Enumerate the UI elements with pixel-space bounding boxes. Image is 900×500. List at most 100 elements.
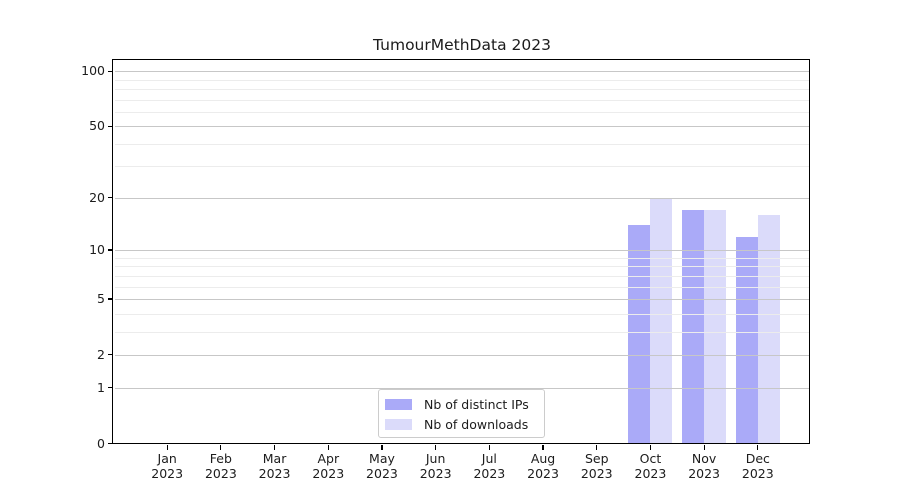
- plot-axes-frame: [112, 58, 810, 444]
- gridline-y-minor-60: [114, 111, 810, 113]
- gridline-y-minor-90: [114, 79, 810, 81]
- y-tick-label-50: 50: [89, 118, 105, 134]
- x-tick-year-oct: 2023: [634, 466, 667, 481]
- x-tick-jan: [166, 445, 168, 450]
- y-tick-label-20: 20: [89, 189, 105, 205]
- x-tick-jun: [435, 445, 437, 450]
- y-tick-50: [108, 125, 113, 127]
- legend-entry-downloads: Nb of downloads: [385, 414, 535, 434]
- bar-nb-of-downloads-oct-2023: [650, 197, 673, 444]
- x-tick-label-jul-2023: Jul 2023: [457, 451, 521, 482]
- x-tick-label-sep-2023: Sep 2023: [565, 451, 629, 482]
- legend-swatch-downloads-icon: [385, 418, 412, 430]
- x-tick-year-aug: 2023: [527, 466, 559, 481]
- x-tick-year-jul: 2023: [473, 466, 506, 481]
- x-tick-aug: [542, 445, 544, 450]
- bar-nb-of-distinct-ips-dec-2023: [735, 236, 758, 444]
- gridline-y-minor-40: [114, 143, 810, 145]
- gridline-y-minor-9: [114, 257, 810, 259]
- x-tick-year-jun: 2023: [419, 466, 452, 481]
- y-tick-label-2: 2: [97, 346, 105, 362]
- y-tick-1: [108, 386, 113, 389]
- gridline-y-major-50: [114, 126, 810, 128]
- x-tick-year-nov: 2023: [688, 466, 721, 481]
- x-tick-month-apr: Apr: [317, 450, 340, 466]
- x-tick-month-jul: Jul: [481, 450, 497, 466]
- legend-entry-distinct-ips: Nb of distinct IPs: [385, 394, 535, 414]
- x-tick-label-nov-2023: Nov 2023: [672, 451, 736, 482]
- y-tick-100: [108, 70, 113, 72]
- gridline-y-major-2: [114, 354, 810, 356]
- bar-nb-of-downloads-nov-2023: [704, 210, 727, 444]
- y-tick-5: [108, 298, 113, 300]
- y-tick-label-10: 10: [89, 242, 105, 258]
- x-tick-month-jan: Jan: [157, 450, 177, 466]
- gridline-y-minor-4: [114, 313, 810, 315]
- x-tick-label-jun-2023: Jun 2023: [404, 451, 468, 482]
- y-tick-10: [108, 249, 113, 251]
- x-tick-year-may: 2023: [366, 466, 398, 481]
- legend: Nb of distinct IPs Nb of downloads: [378, 389, 545, 438]
- x-tick-label-oct-2023: Oct 2023: [618, 451, 682, 482]
- bar-nb-of-distinct-ips-oct-2023: [628, 225, 651, 444]
- gridline-y-major-10: [114, 250, 810, 252]
- x-tick-jul: [488, 445, 490, 450]
- legend-label-distinct-ips: Nb of distinct IPs: [424, 396, 529, 412]
- x-tick-year-sep: 2023: [580, 466, 613, 481]
- legend-label-downloads: Nb of downloads: [424, 416, 529, 432]
- x-tick-apr: [327, 445, 329, 450]
- gridline-y-major-1: [114, 387, 810, 389]
- x-tick-label-jan-2023: Jan 2023: [135, 451, 199, 482]
- x-tick-year-feb: 2023: [204, 466, 237, 481]
- gridline-y-major-20: [114, 197, 810, 199]
- x-tick-month-may: May: [369, 450, 395, 466]
- x-tick-month-jun: Jun: [425, 450, 446, 466]
- x-tick-may: [381, 445, 383, 450]
- y-tick-0: [108, 442, 113, 445]
- x-tick-month-mar: Mar: [262, 450, 287, 466]
- legend-swatch-distinct-ips-icon: [385, 398, 412, 410]
- y-tick-label-1: 1: [97, 379, 105, 395]
- x-tick-oct: [649, 445, 651, 450]
- gridline-y-minor-70: [114, 99, 810, 101]
- gridline-y-minor-8: [114, 266, 810, 268]
- x-tick-year-dec: 2023: [741, 466, 774, 481]
- x-tick-month-feb: Feb: [209, 450, 232, 466]
- x-tick-label-aug-2023: Aug 2023: [511, 451, 575, 482]
- x-tick-year-apr: 2023: [312, 466, 345, 481]
- x-tick-month-oct: Oct: [639, 450, 662, 466]
- y-tick-label-0: 0: [97, 435, 105, 451]
- x-tick-dec: [757, 445, 759, 450]
- gridline-y-minor-7: [114, 275, 810, 277]
- gridline-y-minor-80: [114, 88, 810, 90]
- x-tick-year-jan: 2023: [151, 466, 184, 481]
- y-tick-label-5: 5: [97, 290, 105, 306]
- gridline-y-major-100: [114, 71, 810, 73]
- y-tick-label-100: 100: [81, 63, 105, 79]
- gridline-y-minor-3: [114, 331, 810, 333]
- x-tick-month-nov: Nov: [691, 450, 717, 466]
- x-tick-label-dec-2023: Dec 2023: [726, 451, 790, 482]
- x-tick-label-mar-2023: Mar 2023: [243, 451, 307, 482]
- gridline-y-minor-30: [114, 166, 810, 168]
- x-tick-label-may-2023: May 2023: [350, 451, 414, 482]
- chart-title: TumourMethData 2023: [373, 36, 551, 54]
- x-tick-feb: [220, 445, 222, 450]
- gridline-y-minor-6: [114, 286, 810, 288]
- x-tick-label-apr-2023: Apr 2023: [296, 451, 360, 482]
- x-tick-nov: [703, 445, 705, 450]
- gridline-y-major-5: [114, 298, 810, 300]
- x-tick-sep: [596, 445, 598, 450]
- x-tick-month-dec: Dec: [745, 450, 770, 466]
- x-tick-label-feb-2023: Feb 2023: [189, 451, 253, 482]
- x-tick-year-mar: 2023: [258, 466, 291, 481]
- y-tick-2: [108, 354, 113, 356]
- bar-nb-of-distinct-ips-nov-2023: [682, 210, 705, 444]
- y-tick-20: [108, 197, 113, 199]
- x-tick-month-aug: Aug: [530, 450, 556, 466]
